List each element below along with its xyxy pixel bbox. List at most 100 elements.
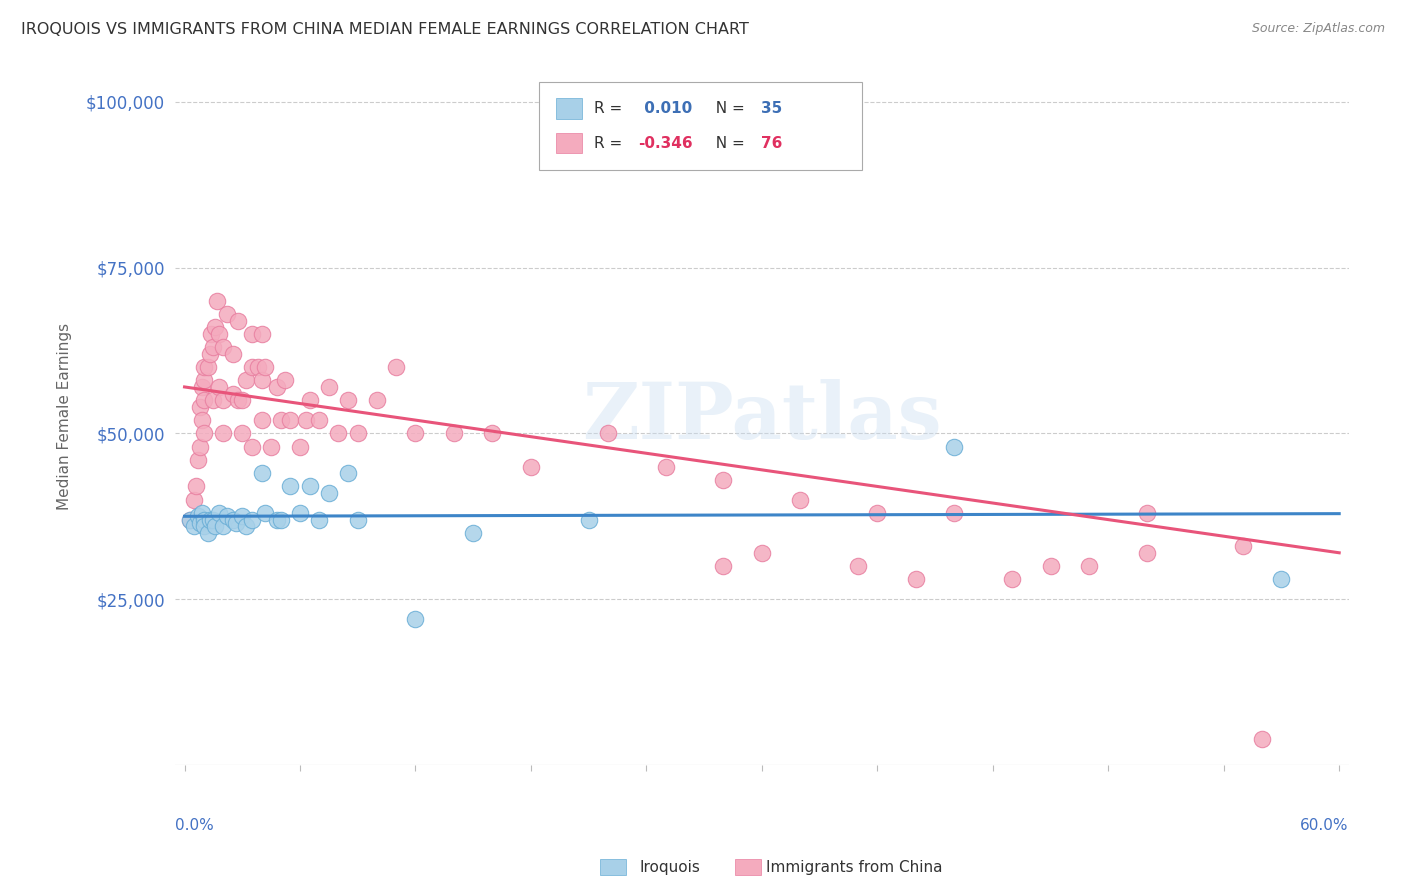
Point [193, 426, 215, 441]
Point [187, 453, 209, 467]
Point [231, 393, 253, 408]
Point [1136, 506, 1159, 520]
Point [288, 440, 311, 454]
Point [235, 519, 257, 533]
Point [179, 513, 201, 527]
Point [221, 513, 243, 527]
Text: IROQUOIS VS IMMIGRANTS FROM CHINA MEDIAN FEMALE EARNINGS CORRELATION CHART: IROQUOIS VS IMMIGRANTS FROM CHINA MEDIAN… [21, 22, 749, 37]
Point [183, 519, 205, 533]
Point [193, 373, 215, 387]
Point [204, 519, 226, 533]
Point [481, 426, 503, 441]
Point [191, 506, 214, 520]
Point [751, 546, 773, 560]
Point [212, 519, 235, 533]
Point [191, 413, 214, 427]
Text: Source: ZipAtlas.com: Source: ZipAtlas.com [1251, 22, 1385, 36]
Point [231, 509, 253, 524]
Point [254, 359, 277, 374]
Point [1270, 572, 1292, 586]
Point [231, 426, 253, 441]
Point [197, 525, 219, 540]
Text: -0.346: -0.346 [638, 136, 693, 151]
Point [280, 413, 302, 427]
Point [250, 326, 273, 341]
Point [221, 347, 243, 361]
Text: 35: 35 [761, 101, 782, 116]
Text: N =: N = [706, 101, 749, 116]
Point [198, 513, 221, 527]
Point [1251, 731, 1274, 746]
Point [184, 479, 207, 493]
Point [266, 513, 288, 527]
Text: N =: N = [706, 136, 749, 151]
Point [200, 326, 222, 341]
Text: ZIPatlas: ZIPatlas [582, 379, 942, 455]
Point [404, 426, 426, 441]
Text: 0.010: 0.010 [638, 101, 692, 116]
Point [366, 393, 388, 408]
Point [404, 612, 426, 626]
Point [711, 473, 734, 487]
Point [254, 506, 277, 520]
Text: 76: 76 [761, 136, 782, 151]
Point [298, 479, 321, 493]
Point [202, 340, 225, 354]
Point [337, 393, 360, 408]
Point [204, 320, 226, 334]
Point [250, 466, 273, 480]
Point [846, 559, 869, 574]
Text: 60.0%: 60.0% [1301, 818, 1348, 833]
Point [385, 359, 408, 374]
Point [520, 459, 543, 474]
Point [250, 413, 273, 427]
Point [240, 440, 263, 454]
Text: R =: R = [593, 136, 627, 151]
Point [208, 380, 231, 394]
Point [866, 506, 889, 520]
Point [270, 413, 292, 427]
Point [288, 506, 311, 520]
Point [294, 413, 316, 427]
Point [943, 506, 966, 520]
Point [270, 513, 292, 527]
Point [463, 525, 485, 540]
Point [280, 479, 302, 493]
Point [188, 440, 211, 454]
Text: Iroquois: Iroquois [640, 860, 700, 874]
Point [346, 426, 368, 441]
Point [202, 393, 225, 408]
Point [193, 513, 215, 527]
Bar [735, 859, 761, 875]
Point [1136, 546, 1159, 560]
Point [198, 347, 221, 361]
Point [346, 513, 368, 527]
Point [179, 513, 201, 527]
Point [943, 440, 966, 454]
FancyBboxPatch shape [557, 98, 582, 119]
Point [202, 513, 225, 527]
Point [246, 359, 269, 374]
Point [197, 359, 219, 374]
Point [443, 426, 465, 441]
Point [240, 359, 263, 374]
Point [298, 393, 321, 408]
Point [228, 393, 250, 408]
Point [187, 509, 209, 524]
Point [207, 293, 229, 308]
Point [789, 492, 811, 507]
Point [212, 340, 235, 354]
Point [183, 492, 205, 507]
Point [308, 413, 330, 427]
Point [318, 486, 340, 500]
Point [193, 359, 215, 374]
Point [260, 440, 283, 454]
Point [191, 380, 214, 394]
Point [215, 509, 238, 524]
Point [273, 373, 295, 387]
Point [1001, 572, 1024, 586]
Point [1039, 559, 1062, 574]
Point [225, 516, 247, 530]
Bar [600, 859, 626, 875]
Text: R =: R = [593, 101, 627, 116]
